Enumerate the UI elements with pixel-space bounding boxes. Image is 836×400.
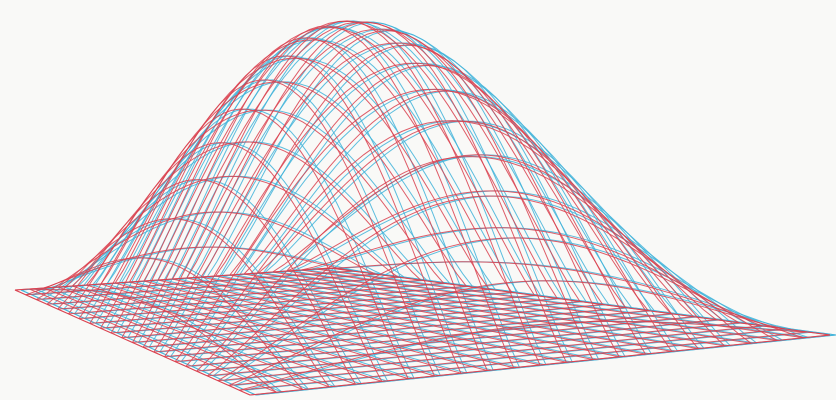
mesh-line	[221, 44, 626, 358]
mesh-line	[255, 334, 836, 396]
mesh-line	[215, 275, 620, 358]
mesh-line	[164, 62, 649, 358]
mesh-line	[196, 319, 717, 372]
mesh-line	[301, 227, 778, 341]
mesh-line	[186, 21, 567, 363]
mesh-line	[258, 272, 699, 350]
mesh-line	[153, 42, 626, 353]
mesh-line	[164, 310, 649, 358]
mesh-line	[228, 328, 785, 386]
mesh-line	[229, 274, 646, 355]
mesh-line	[186, 277, 567, 363]
red-layer	[14, 20, 831, 396]
mesh-line	[200, 276, 593, 360]
mesh-line	[301, 269, 778, 341]
mesh-line	[132, 21, 581, 343]
mesh-line	[215, 44, 620, 358]
mesh-line	[153, 307, 626, 353]
mesh-line	[278, 271, 731, 347]
mesh-line	[138, 301, 587, 343]
mesh-line	[292, 270, 757, 344]
mesh-line	[213, 322, 746, 377]
mesh-line	[286, 270, 751, 344]
mesh-line	[206, 276, 599, 360]
mesh-line	[143, 304, 603, 348]
mesh-line	[272, 154, 725, 347]
mesh-line	[206, 29, 600, 360]
mesh-line	[142, 28, 604, 348]
mesh-line	[239, 331, 808, 391]
mesh-line	[307, 269, 784, 341]
mesh-line	[207, 322, 740, 377]
mesh-line	[229, 64, 646, 355]
mesh-line	[307, 227, 784, 341]
mesh-line	[234, 328, 791, 386]
mesh-line	[249, 90, 679, 352]
mesh-line	[292, 190, 758, 344]
mesh-line	[264, 272, 705, 350]
mesh-line	[132, 301, 581, 343]
mesh-line	[206, 195, 740, 377]
mesh-line	[258, 120, 699, 349]
mesh-line	[228, 280, 785, 386]
mesh-line	[249, 334, 831, 396]
mesh-line	[244, 273, 672, 352]
mesh-line	[264, 120, 705, 349]
mesh-line	[200, 29, 594, 360]
mesh-line	[192, 21, 573, 363]
mesh-line	[217, 237, 762, 382]
mesh-line	[329, 267, 831, 336]
mesh-line	[185, 316, 694, 367]
mesh-line	[315, 261, 804, 339]
mesh-line	[202, 319, 723, 372]
mesh-line	[159, 307, 632, 353]
mesh-line	[245, 331, 814, 391]
mesh-line	[286, 190, 752, 344]
mesh-line	[315, 268, 804, 339]
mesh-line	[243, 90, 673, 352]
mesh-line	[272, 271, 725, 347]
